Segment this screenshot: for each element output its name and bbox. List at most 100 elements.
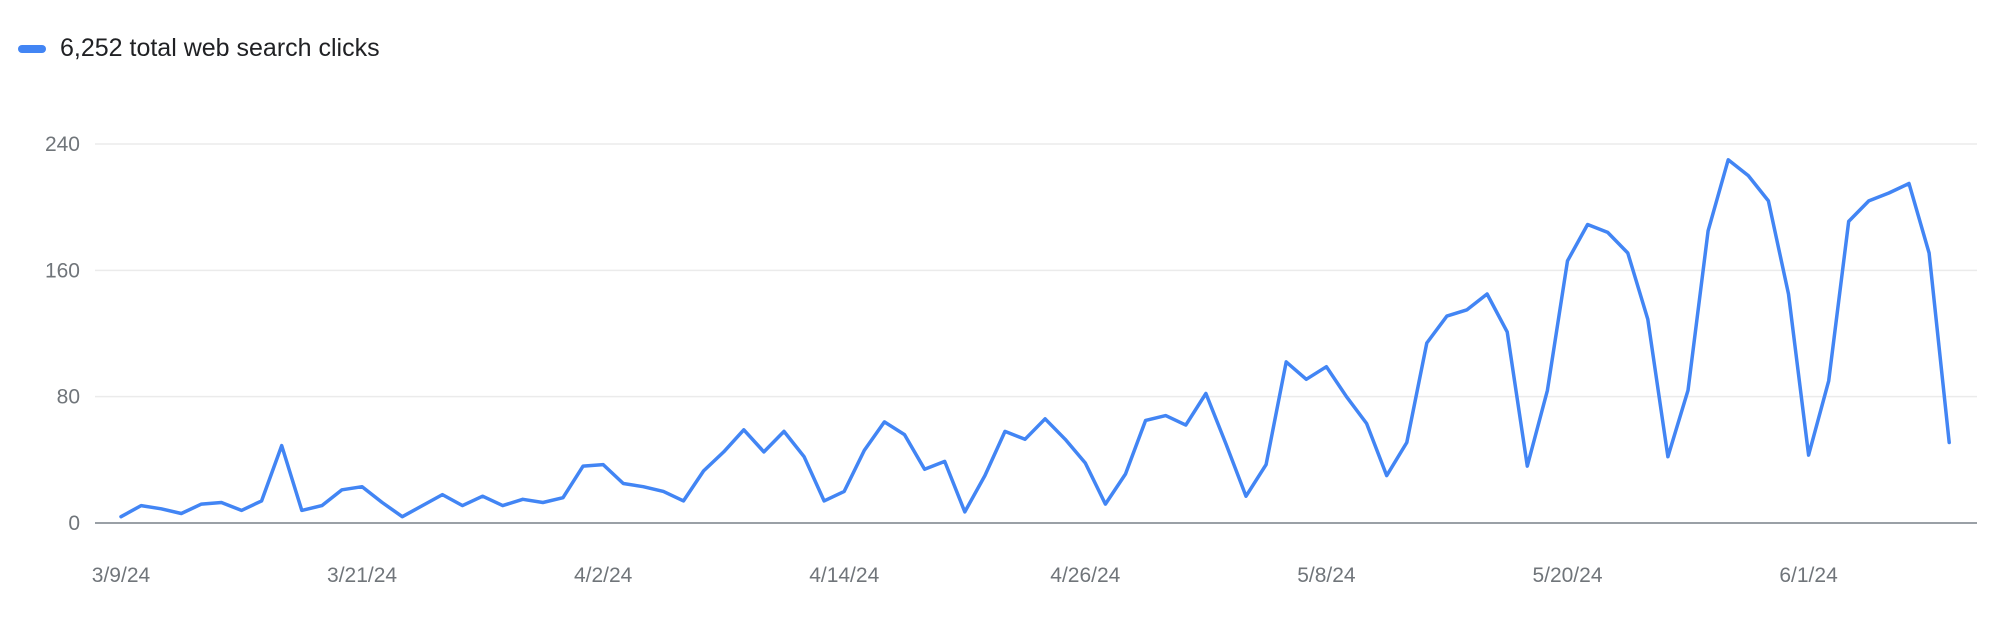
data-point[interactable] — [617, 478, 629, 490]
data-point[interactable] — [1220, 438, 1232, 450]
data-point[interactable] — [1361, 418, 1373, 430]
data-point[interactable] — [1602, 226, 1614, 238]
data-point[interactable] — [1240, 490, 1252, 502]
data-point[interactable] — [1381, 470, 1393, 482]
data-point[interactable] — [1702, 225, 1714, 237]
data-point[interactable] — [899, 429, 911, 441]
data-point[interactable] — [1642, 313, 1654, 325]
data-point[interactable] — [818, 495, 830, 507]
data-point[interactable] — [436, 489, 448, 501]
data-point[interactable] — [1943, 436, 1955, 448]
data-point[interactable] — [778, 425, 790, 437]
data-point[interactable] — [577, 460, 589, 472]
data-point[interactable] — [1260, 459, 1272, 471]
data-point[interactable] — [316, 500, 328, 512]
data-point[interactable] — [979, 470, 991, 482]
data-point[interactable] — [296, 504, 308, 516]
data-point[interactable] — [1280, 356, 1292, 368]
x-tick-label: 4/2/24 — [574, 564, 633, 587]
data-point[interactable] — [1481, 288, 1493, 300]
legend-label: 6,252 total web search clicks — [60, 34, 380, 62]
data-point[interactable] — [1762, 195, 1774, 207]
data-point[interactable] — [1521, 460, 1533, 472]
data-point[interactable] — [376, 496, 388, 508]
data-point[interactable] — [1863, 195, 1875, 207]
data-point[interactable] — [959, 506, 971, 518]
data-point[interactable] — [416, 500, 428, 512]
data-point[interactable] — [477, 490, 489, 502]
data-point[interactable] — [1722, 154, 1734, 166]
x-tick-label: 4/14/24 — [809, 564, 879, 587]
data-point[interactable] — [919, 463, 931, 475]
data-point[interactable] — [878, 416, 890, 428]
data-point[interactable] — [1923, 247, 1935, 259]
data-point[interactable] — [276, 440, 288, 452]
data-point[interactable] — [1059, 433, 1071, 445]
data-point[interactable] — [758, 446, 770, 458]
data-point[interactable] — [1320, 361, 1332, 373]
data-point[interactable] — [1843, 215, 1855, 227]
data-point[interactable] — [215, 496, 227, 508]
data-point[interactable] — [457, 500, 469, 512]
data-point[interactable] — [738, 424, 750, 436]
data-point[interactable] — [718, 446, 730, 458]
data-point[interactable] — [1782, 288, 1794, 300]
data-point[interactable] — [1561, 255, 1573, 267]
data-point[interactable] — [838, 485, 850, 497]
data-point[interactable] — [1582, 219, 1594, 231]
data-point[interactable] — [798, 451, 810, 463]
data-point[interactable] — [1883, 187, 1895, 199]
data-point[interactable] — [1300, 373, 1312, 385]
x-tick-label: 5/8/24 — [1297, 564, 1356, 587]
data-point[interactable] — [1742, 170, 1754, 182]
data-point[interactable] — [256, 495, 268, 507]
data-point[interactable] — [1160, 410, 1172, 422]
data-point[interactable] — [1803, 449, 1815, 461]
data-point[interactable] — [1662, 451, 1674, 463]
data-point[interactable] — [939, 455, 951, 467]
data-point[interactable] — [1340, 391, 1352, 403]
data-point[interactable] — [1180, 419, 1192, 431]
data-point[interactable] — [1441, 310, 1453, 322]
data-point[interactable] — [356, 481, 368, 493]
data-point[interactable] — [657, 485, 669, 497]
data-point[interactable] — [1622, 247, 1634, 259]
legend-series-swatch — [18, 44, 46, 53]
data-point[interactable] — [637, 481, 649, 493]
data-point[interactable] — [1079, 457, 1091, 469]
data-point[interactable] — [517, 493, 529, 505]
data-point[interactable] — [1541, 384, 1553, 396]
data-point[interactable] — [115, 511, 127, 523]
data-point[interactable] — [537, 496, 549, 508]
data-point[interactable] — [135, 500, 147, 512]
data-point[interactable] — [336, 484, 348, 496]
data-point[interactable] — [678, 495, 690, 507]
data-point[interactable] — [1140, 414, 1152, 426]
data-point[interactable] — [858, 444, 870, 456]
data-point[interactable] — [1200, 388, 1212, 400]
data-point[interactable] — [1120, 468, 1132, 480]
data-point[interactable] — [1421, 337, 1433, 349]
data-point[interactable] — [557, 492, 569, 504]
data-point[interactable] — [175, 508, 187, 520]
data-point[interactable] — [1401, 436, 1413, 448]
data-point[interactable] — [497, 500, 509, 512]
data-point[interactable] — [396, 511, 408, 523]
data-point[interactable] — [597, 459, 609, 471]
data-point[interactable] — [1019, 433, 1031, 445]
data-point[interactable] — [1039, 413, 1051, 425]
data-point[interactable] — [1099, 498, 1111, 510]
data-point[interactable] — [999, 425, 1011, 437]
data-point[interactable] — [1501, 326, 1513, 338]
data-point[interactable] — [155, 503, 167, 515]
data-point[interactable] — [698, 465, 710, 477]
data-point[interactable] — [1461, 304, 1473, 316]
series-line — [119, 158, 1951, 519]
y-tick-label: 160 — [45, 259, 80, 282]
data-point[interactable] — [236, 504, 248, 516]
data-point[interactable] — [195, 498, 207, 510]
data-point[interactable] — [1823, 375, 1835, 387]
data-point[interactable] — [1903, 177, 1915, 189]
x-tick-label: 3/21/24 — [327, 564, 397, 587]
data-point[interactable] — [1682, 384, 1694, 396]
